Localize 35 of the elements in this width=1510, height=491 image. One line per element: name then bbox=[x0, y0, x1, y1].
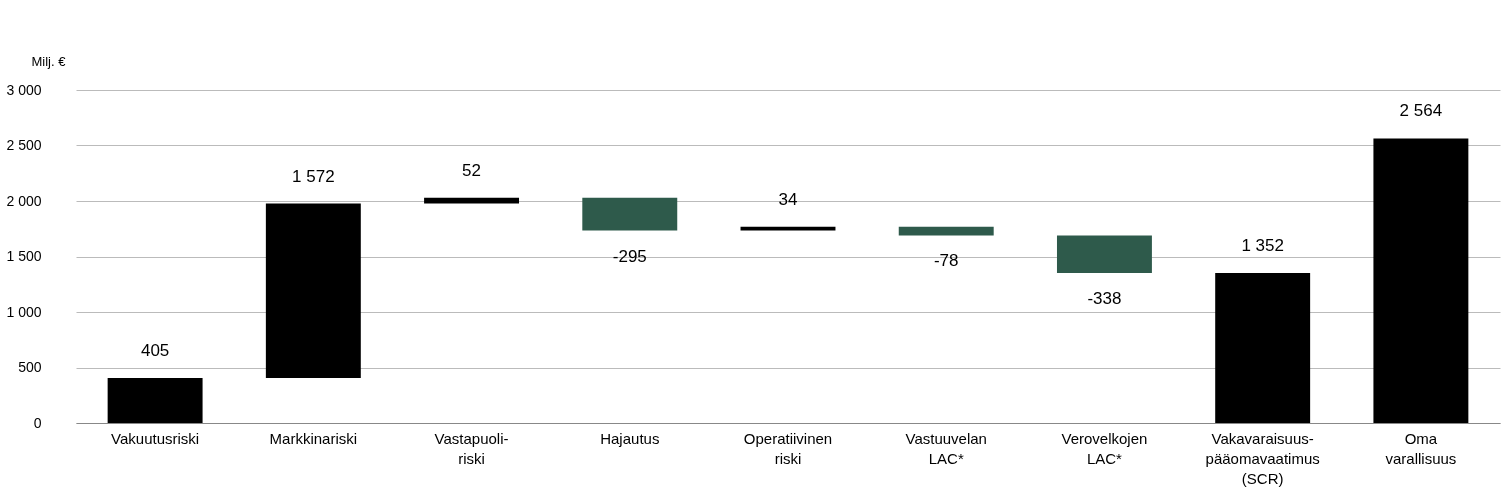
bar bbox=[424, 197, 520, 204]
x-tick-label: Vastuuvelan LAC* bbox=[905, 429, 987, 467]
x-tick-label: Operatiivinen riski bbox=[743, 429, 833, 467]
bar bbox=[265, 203, 361, 379]
x-tick-label: Vakuutusriski bbox=[111, 429, 200, 447]
x-tick-label: Hajautus bbox=[600, 429, 660, 447]
x-tick-label: Verovelkojen LAC* bbox=[1061, 429, 1148, 467]
bar bbox=[740, 226, 836, 231]
x-tick-label: Oma varallisuus bbox=[1385, 429, 1457, 467]
bar bbox=[582, 197, 678, 231]
data-label: 1 352 bbox=[1241, 235, 1284, 255]
data-label: 1 572 bbox=[292, 166, 335, 186]
y-tick-label: 1 500 bbox=[6, 248, 42, 264]
x-tick-label: Markkinariski bbox=[269, 429, 358, 447]
bar bbox=[1373, 138, 1469, 423]
data-label: 405 bbox=[140, 341, 170, 361]
data-label: 52 bbox=[462, 160, 482, 180]
bar bbox=[898, 226, 994, 236]
y-tick-label: 2 500 bbox=[6, 137, 42, 153]
y-tick-label: 500 bbox=[18, 359, 42, 375]
y-axis-title: Milj. € bbox=[31, 53, 67, 69]
data-label: -78 bbox=[933, 251, 959, 271]
x-tick-label: Vakavaraisuus- pääomavaatimus (SCR) bbox=[1205, 429, 1320, 487]
y-tick-label: 3 000 bbox=[6, 81, 42, 98]
y-tick-label: 2 000 bbox=[6, 192, 42, 209]
x-tick-label: Vastapuoli- riski bbox=[434, 429, 509, 467]
data-label: 2 564 bbox=[1399, 101, 1443, 121]
y-tick-label: 1 000 bbox=[6, 303, 42, 320]
data-label: 34 bbox=[778, 189, 798, 209]
bar bbox=[1215, 272, 1311, 423]
bar bbox=[107, 378, 203, 423]
data-label: -338 bbox=[1087, 288, 1122, 308]
bar bbox=[1056, 235, 1152, 273]
data-label: -295 bbox=[612, 246, 647, 266]
y-tick-label: 0 bbox=[33, 414, 42, 431]
